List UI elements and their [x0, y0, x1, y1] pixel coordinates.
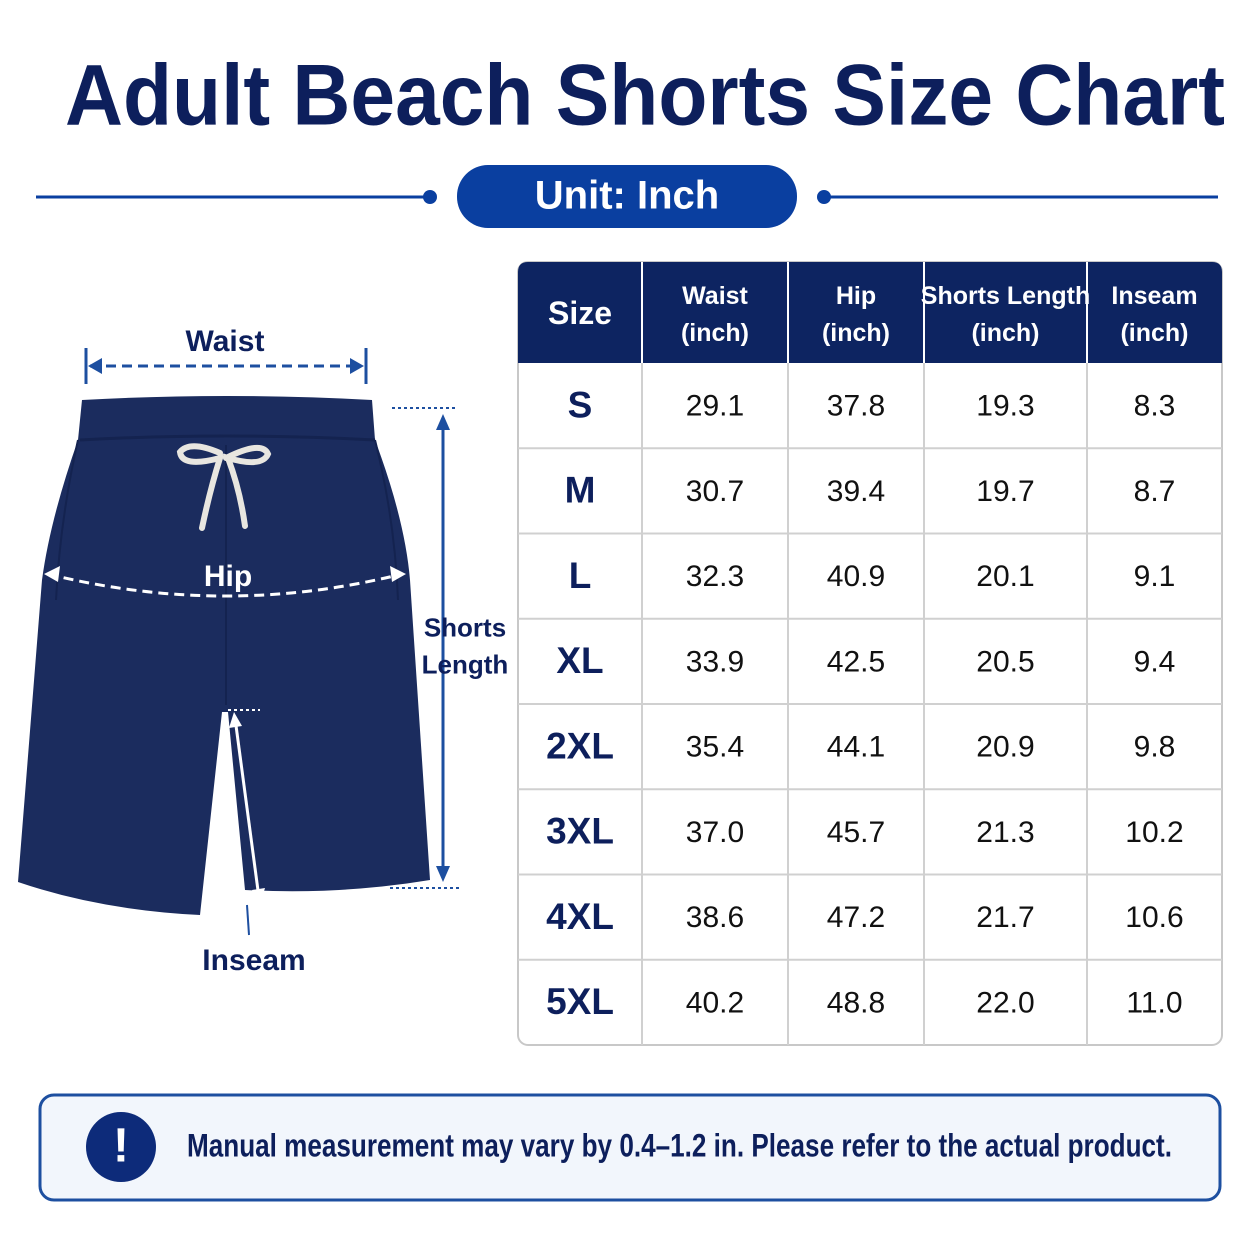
cell-value: 9.1 — [1134, 560, 1176, 593]
column-header: Waist (inch) — [681, 282, 749, 347]
size-label: 3XL — [546, 811, 614, 852]
cell-value: 22.0 — [976, 986, 1034, 1019]
cell-value: 40.9 — [827, 560, 885, 593]
cell-value: 39.4 — [827, 475, 885, 508]
size-label: XL — [556, 640, 603, 681]
cell-value: 19.7 — [976, 475, 1034, 508]
note-icon-circle — [86, 1112, 156, 1182]
cell-value: 10.2 — [1125, 816, 1183, 849]
cell-value: 38.6 — [686, 901, 744, 934]
divider-dot — [817, 190, 831, 204]
size-label: S — [568, 384, 593, 425]
cell-value: 33.9 — [686, 645, 744, 678]
cell-value: 42.5 — [827, 645, 885, 678]
size-label: 4XL — [546, 896, 614, 937]
side-seam — [55, 439, 399, 601]
hip-label: Hip — [204, 560, 252, 593]
cell-value: 21.3 — [976, 816, 1034, 849]
divider-dot — [423, 190, 437, 204]
cell-value: 11.0 — [1126, 986, 1182, 1019]
size-label: M — [565, 470, 596, 511]
size-label: L — [569, 555, 592, 596]
cell-value: 47.2 — [827, 901, 885, 934]
cell-value: 8.7 — [1134, 475, 1176, 508]
size-label: 5XL — [546, 981, 614, 1022]
cell-value: 8.3 — [1134, 390, 1176, 423]
waistband-seam — [79, 434, 376, 442]
hip-line — [47, 572, 403, 598]
measure-lines — [44, 348, 462, 936]
cell-value: 30.7 — [686, 475, 744, 508]
column-header: Inseam (inch) — [1111, 282, 1197, 347]
shorts-body — [18, 396, 430, 915]
cell-value: 19.3 — [976, 390, 1034, 423]
cell-value: 35.4 — [686, 731, 744, 764]
unit-badge — [457, 165, 797, 228]
cell-value: 20.9 — [976, 731, 1034, 764]
cell-value: 32.3 — [686, 560, 744, 593]
waist-label: Waist — [186, 325, 265, 358]
note-box — [38, 1093, 1222, 1202]
note-text: Manual measurement may vary by 0.4–1.2 i… — [187, 1127, 1172, 1163]
title: Adult Beach Shorts Size Chart — [65, 48, 1225, 144]
inseam-label: Inseam — [202, 944, 305, 977]
cell-value: 20.1 — [976, 560, 1034, 593]
cell-value: 9.8 — [1134, 731, 1176, 764]
size-label: 2XL — [546, 725, 614, 766]
cell-value: 10.6 — [1125, 901, 1183, 934]
unit-label: Unit: Inch — [535, 174, 719, 218]
cell-value: 21.7 — [976, 901, 1034, 934]
cell-value: 20.5 — [976, 645, 1034, 678]
cell-value: 48.8 — [827, 986, 885, 1019]
cell-value: 44.1 — [827, 731, 885, 764]
cell-value: 9.4 — [1134, 645, 1176, 678]
column-header: Hip (inch) — [822, 282, 890, 347]
inseam-pointer — [246, 904, 250, 936]
cell-value: 37.0 — [686, 816, 744, 849]
shorts-length-label: Shorts Length — [422, 612, 509, 679]
shorts-illustration — [18, 396, 430, 915]
column-header: Shorts Length (inch) — [921, 282, 1090, 347]
table-header-bg — [518, 262, 1222, 363]
cell-value: 29.1 — [686, 390, 744, 423]
cell-value: 40.2 — [686, 986, 744, 1019]
cell-value: 45.7 — [827, 816, 885, 849]
note-icon: ! — [113, 1120, 129, 1173]
size-table: Size Waist (inch) Hip (inch) Shorts Length (in… — [517, 261, 1223, 1046]
inseam-line — [233, 717, 261, 899]
column-header: Size — [548, 295, 612, 331]
cell-value: 37.8 — [827, 390, 885, 423]
drawstring — [176, 443, 272, 531]
